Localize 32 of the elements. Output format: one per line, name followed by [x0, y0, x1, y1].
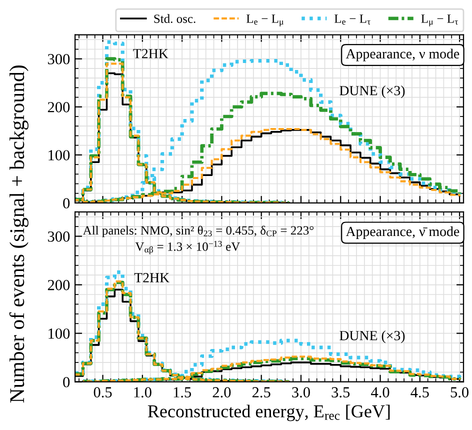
- legend-label: Std. osc.: [154, 14, 196, 24]
- y-axis-title: Number of events (signal + background): [9, 66, 28, 403]
- y-tick-label: 0: [63, 198, 70, 208]
- y-tick-label: 200: [48, 280, 70, 290]
- annotation: T2HK: [134, 273, 170, 282]
- annotation: V$_{αβ}$ = 1.3 × 10$^{−13}$ eV: [135, 240, 240, 254]
- y-tick-label: 300: [48, 54, 70, 64]
- legend-label: L$_{μ}$ − L$_{τ}$: [421, 14, 458, 26]
- y-tick-label: 100: [48, 150, 70, 160]
- legend-label: L$_{e}$ − L$_{τ}$: [334, 14, 370, 25]
- x-tick-label: 0.5: [94, 387, 112, 398]
- x-tick-label: 1.0: [134, 387, 152, 398]
- x-tick-label: 4.5: [410, 387, 429, 398]
- annotation: All panels: NMO, sin² θ$_{23}$ = 0.455, δ$_{CP}$ = 223°: [82, 226, 314, 238]
- annotation: Appearance, ν mode: [346, 48, 460, 62]
- x-tick-label: 2.5: [252, 387, 270, 398]
- annotation: T2HK: [133, 48, 168, 58]
- y-tick-label: 300: [48, 231, 70, 242]
- x-axis-title: Reconstructed energy, E$_{rec}$ [GeV]: [148, 404, 390, 422]
- x-tick-label: 2.0: [212, 387, 231, 398]
- x-tick-label: 5.0: [450, 387, 469, 398]
- annotation: DUNE (×3): [340, 330, 405, 344]
- legend-label: L$_{e}$ − L$_{μ}$: [246, 14, 284, 26]
- x-tick-label: 3.0: [292, 387, 310, 398]
- annotation: Appearance, ν̄ mode: [346, 226, 460, 240]
- y-tick-label: 200: [48, 102, 70, 112]
- x-tick-label: 3.5: [332, 387, 350, 398]
- y-tick-label: 0: [63, 376, 70, 388]
- y-tick-label: 100: [48, 328, 70, 339]
- x-tick-label: 4.0: [371, 387, 390, 398]
- annotation: DUNE (×3): [340, 86, 405, 98]
- x-tick-label: 1.5: [174, 387, 192, 398]
